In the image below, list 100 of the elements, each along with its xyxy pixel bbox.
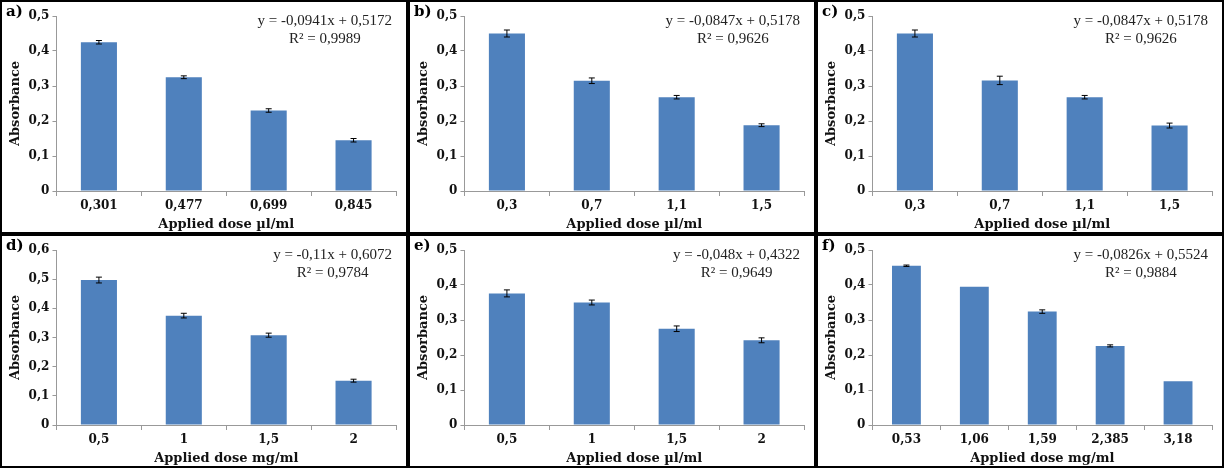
x-tick-label: 2 (349, 432, 358, 447)
x-tick-label: 0,53 (891, 432, 922, 447)
y-tick-label: 0,5 (844, 8, 866, 23)
y-tick-label: 0,4 (28, 300, 50, 315)
bar (892, 265, 921, 425)
bar (896, 33, 933, 191)
y-axis-title: Absorbance (415, 60, 431, 148)
y-axis-title: Absorbance (823, 294, 839, 382)
y-tick-label: 0,1 (436, 382, 458, 397)
y-tick-label: 0,2 (28, 113, 50, 128)
bar (165, 77, 202, 191)
x-tick-label: 1,5 (666, 432, 688, 447)
y-tick-label: 0,3 (436, 78, 458, 93)
x-tick-label: 1 (179, 432, 188, 447)
bar (1027, 311, 1057, 425)
y-tick-label: 0 (41, 183, 50, 198)
y-tick-label: 0,5 (28, 8, 50, 23)
bar (1163, 381, 1193, 425)
bar (573, 80, 610, 191)
y-tick-label: 0,6 (28, 242, 50, 257)
x-tick-label: 0,699 (249, 198, 288, 213)
annotation: R² = 0,9626 (1104, 30, 1178, 47)
bar (488, 293, 525, 425)
y-tick-label: 0,3 (436, 312, 458, 327)
x-tick-label: 0,301 (80, 198, 118, 213)
y-tick-label: 0,2 (28, 358, 50, 373)
bar (658, 97, 695, 191)
x-axis-title: Applied dose mg/ml (153, 449, 299, 465)
x-axis-title: Applied dose µl/ml (157, 215, 295, 231)
y-tick-label: 0,1 (436, 148, 458, 163)
annotation: R² = 0,9884 (1104, 264, 1178, 281)
y-axis-title: Absorbance (415, 294, 431, 382)
y-tick-label: 0 (41, 417, 50, 432)
x-tick-label: 1,1 (1074, 198, 1096, 213)
chart-title: b) (414, 2, 432, 21)
bar (1151, 125, 1188, 191)
y-tick-label: 0,4 (844, 277, 866, 292)
x-tick-label: 2 (757, 432, 766, 447)
bar (1095, 345, 1125, 425)
y-tick-label: 0,1 (28, 148, 50, 163)
x-tick-label: 0,845 (334, 198, 373, 213)
bar (250, 110, 287, 191)
y-tick-label: 0,1 (28, 387, 50, 402)
bar (658, 328, 695, 425)
bar (250, 335, 287, 425)
x-axis-title: Applied dose µl/ml (565, 215, 703, 231)
x-tick-label: 0,5 (496, 432, 518, 447)
annotation: R² = 0,9784 (296, 264, 369, 281)
y-tick-label: 0,3 (844, 312, 866, 327)
x-tick-label: 3,18 (1163, 432, 1193, 447)
bar (80, 280, 117, 425)
chart-title: e) (414, 236, 431, 255)
bar (335, 140, 372, 191)
x-tick-label: 0,3 (496, 198, 518, 213)
x-tick-label: 1 (587, 432, 596, 447)
y-tick-label: 0,2 (844, 113, 866, 128)
annotation: y = -0,0847x + 0,5178 (1073, 12, 1208, 29)
y-axis-title: Absorbance (7, 60, 23, 148)
x-tick-label: 1,59 (1027, 432, 1057, 447)
y-tick-label: 0 (449, 417, 458, 432)
y-tick-label: 0,3 (28, 78, 50, 93)
bar (743, 125, 780, 191)
y-tick-label: 0,4 (436, 43, 458, 58)
annotation: y = -0,048x + 0,4322 (673, 246, 800, 263)
annotation: y = -0,0826x + 0,5524 (1073, 246, 1209, 263)
y-tick-label: 0 (857, 417, 866, 432)
y-tick-label: 0,2 (844, 347, 866, 362)
y-tick-label: 0 (857, 183, 866, 198)
x-tick-label: 0,7 (989, 198, 1011, 213)
x-tick-label: 0,3 (904, 198, 926, 213)
y-tick-label: 0,5 (28, 271, 50, 286)
y-tick-label: 0,1 (844, 148, 866, 163)
bar (959, 286, 989, 425)
annotation: R² = 0,9649 (700, 264, 773, 281)
bar (981, 80, 1018, 191)
bar (80, 42, 117, 191)
x-axis-title: Applied dose mg/ml (969, 449, 1115, 465)
y-tick-label: 0,5 (436, 242, 458, 257)
x-tick-label: 1,5 (258, 432, 280, 447)
annotation: R² = 0,9989 (288, 30, 361, 47)
x-tick-label: 1,5 (751, 198, 772, 213)
bar (165, 315, 202, 425)
annotation: y = -0,11x + 0,6072 (273, 246, 392, 263)
bar (488, 33, 525, 191)
y-tick-label: 0,5 (436, 8, 458, 23)
y-tick-label: 0,5 (844, 242, 866, 257)
y-axis-title: Absorbance (823, 60, 839, 148)
chart-title: a) (6, 2, 23, 21)
annotation: R² = 0,9626 (696, 30, 770, 47)
x-axis-title: Applied dose µl/ml (973, 215, 1111, 231)
y-tick-label: 0,3 (844, 78, 866, 93)
y-tick-label: 0,2 (436, 347, 458, 362)
chart-title: f) (822, 236, 836, 255)
chart-title: d) (6, 236, 24, 255)
bar (335, 380, 372, 425)
y-tick-label: 0,4 (844, 43, 866, 58)
annotation: y = -0,0847x + 0,5178 (665, 12, 800, 29)
y-tick-label: 0,4 (436, 277, 458, 292)
bar (743, 340, 780, 425)
y-tick-label: 0,4 (28, 43, 50, 58)
